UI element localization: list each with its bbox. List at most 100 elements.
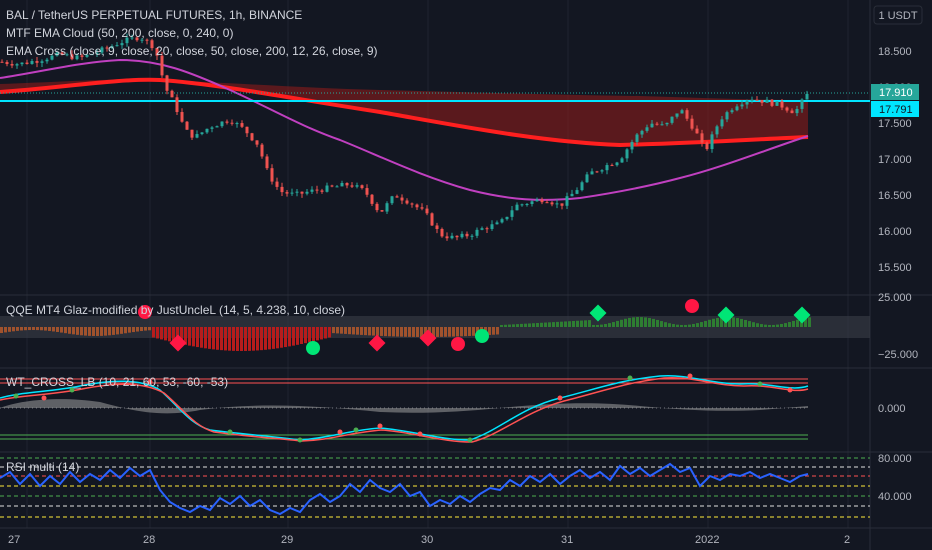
candle-body[interactable] — [485, 228, 489, 230]
candle-body[interactable] — [225, 121, 229, 123]
candle-body[interactable] — [435, 225, 439, 229]
candle-body[interactable] — [345, 182, 349, 186]
candle-body[interactable] — [685, 110, 689, 119]
candle-body[interactable] — [730, 110, 734, 113]
qqe-pane[interactable]: QQE MT4 Glaz-modified by JustUncleL (14,… — [0, 292, 918, 361]
candle-body[interactable] — [335, 186, 339, 188]
candle-body[interactable] — [760, 100, 764, 103]
candle-body[interactable] — [770, 99, 774, 106]
candle-body[interactable] — [755, 99, 759, 101]
candle-body[interactable] — [715, 126, 719, 135]
candle-body[interactable] — [30, 61, 34, 64]
candle-body[interactable] — [95, 52, 99, 55]
candle-body[interactable] — [605, 165, 609, 171]
candle-body[interactable] — [305, 191, 309, 194]
candle-body[interactable] — [750, 99, 754, 101]
candle-body[interactable] — [675, 113, 679, 117]
candle-body[interactable] — [655, 123, 659, 125]
candle-body[interactable] — [260, 144, 264, 157]
candle-body[interactable] — [255, 140, 259, 145]
candle-body[interactable] — [105, 47, 109, 49]
candle-body[interactable] — [285, 192, 289, 194]
qqe-title[interactable]: QQE MT4 Glaz-modified by JustUncleL (14,… — [6, 303, 345, 317]
candle-body[interactable] — [500, 219, 504, 223]
candle-body[interactable] — [575, 190, 579, 194]
candle-body[interactable] — [295, 191, 299, 193]
candle-body[interactable] — [405, 200, 409, 204]
candle-body[interactable] — [525, 204, 529, 206]
wt-title[interactable]: WT_CROSS_LB (10, 21, 60, 53, -60, -53) — [6, 375, 228, 389]
candle-body[interactable] — [250, 133, 254, 141]
symbol-title[interactable]: BAL / TetherUS PERPETUAL FUTURES, 1h, BI… — [6, 8, 302, 22]
candle-body[interactable] — [40, 61, 44, 63]
candle-body[interactable] — [510, 210, 514, 217]
candle-body[interactable] — [565, 196, 569, 206]
candle-body[interactable] — [710, 134, 714, 150]
candle-body[interactable] — [135, 37, 139, 41]
candle-body[interactable] — [60, 52, 64, 55]
candle-body[interactable] — [495, 222, 499, 225]
candle-body[interactable] — [270, 168, 274, 182]
candle-body[interactable] — [640, 130, 644, 135]
candle-body[interactable] — [410, 203, 414, 205]
candle-body[interactable] — [475, 229, 479, 236]
candle-body[interactable] — [615, 162, 619, 166]
candle-body[interactable] — [610, 165, 614, 167]
candle-body[interactable] — [400, 197, 404, 201]
candle-body[interactable] — [680, 110, 684, 114]
candle-body[interactable] — [245, 126, 249, 134]
candle-body[interactable] — [300, 191, 304, 194]
candle-body[interactable] — [55, 52, 59, 56]
candle-body[interactable] — [625, 149, 629, 159]
candle-body[interactable] — [790, 110, 794, 114]
candle-body[interactable] — [450, 235, 454, 239]
candle-body[interactable] — [210, 127, 214, 129]
candle-body[interactable] — [530, 201, 534, 205]
candle-body[interactable] — [440, 228, 444, 237]
candle-body[interactable] — [375, 203, 379, 211]
candle-body[interactable] — [580, 182, 584, 191]
candle-body[interactable] — [15, 64, 19, 66]
candle-body[interactable] — [430, 213, 434, 226]
candle-body[interactable] — [415, 204, 419, 208]
candle-body[interactable] — [240, 123, 244, 127]
chart-legend[interactable]: BAL / TetherUS PERPETUAL FUTURES, 1h, BI… — [6, 8, 378, 58]
candle-body[interactable] — [725, 112, 729, 120]
candle-body[interactable] — [170, 90, 174, 98]
candle-body[interactable] — [180, 112, 184, 122]
candle-body[interactable] — [340, 182, 344, 187]
candle-body[interactable] — [720, 119, 724, 127]
candle-body[interactable] — [445, 236, 449, 239]
candle-body[interactable] — [695, 128, 699, 134]
candle-body[interactable] — [275, 181, 279, 187]
candle-body[interactable] — [265, 156, 269, 169]
candle-body[interactable] — [635, 134, 639, 142]
wt-cross-pane[interactable]: WT_CROSS_LB (10, 21, 60, 53, -60, -53) 0… — [0, 373, 906, 443]
candle-body[interactable] — [155, 48, 159, 56]
candle-body[interactable] — [115, 45, 119, 47]
candle-body[interactable] — [660, 124, 664, 126]
candle-body[interactable] — [765, 99, 769, 103]
candle-body[interactable] — [205, 128, 209, 133]
candle-body[interactable] — [0, 61, 4, 63]
candle-body[interactable] — [310, 189, 314, 192]
rsi-title[interactable]: RSI multi (14) — [6, 460, 79, 474]
candle-body[interactable] — [700, 133, 704, 143]
candle-body[interactable] — [175, 97, 179, 113]
study-mtf-ema-cloud[interactable]: MTF EMA Cloud (50, 200, close, 0, 240, 0… — [6, 26, 233, 40]
candle-body[interactable] — [590, 171, 594, 175]
candle-body[interactable] — [630, 141, 634, 150]
candle-body[interactable] — [775, 101, 779, 106]
candle-body[interactable] — [515, 204, 519, 211]
candle-body[interactable] — [45, 59, 49, 62]
candle-body[interactable] — [185, 121, 189, 130]
candle-body[interactable] — [795, 108, 799, 114]
candle-body[interactable] — [665, 122, 669, 125]
candle-body[interactable] — [90, 54, 94, 56]
candle-body[interactable] — [505, 216, 509, 220]
candle-body[interactable] — [805, 93, 809, 100]
candle-body[interactable] — [490, 224, 494, 229]
candle-body[interactable] — [195, 134, 199, 138]
